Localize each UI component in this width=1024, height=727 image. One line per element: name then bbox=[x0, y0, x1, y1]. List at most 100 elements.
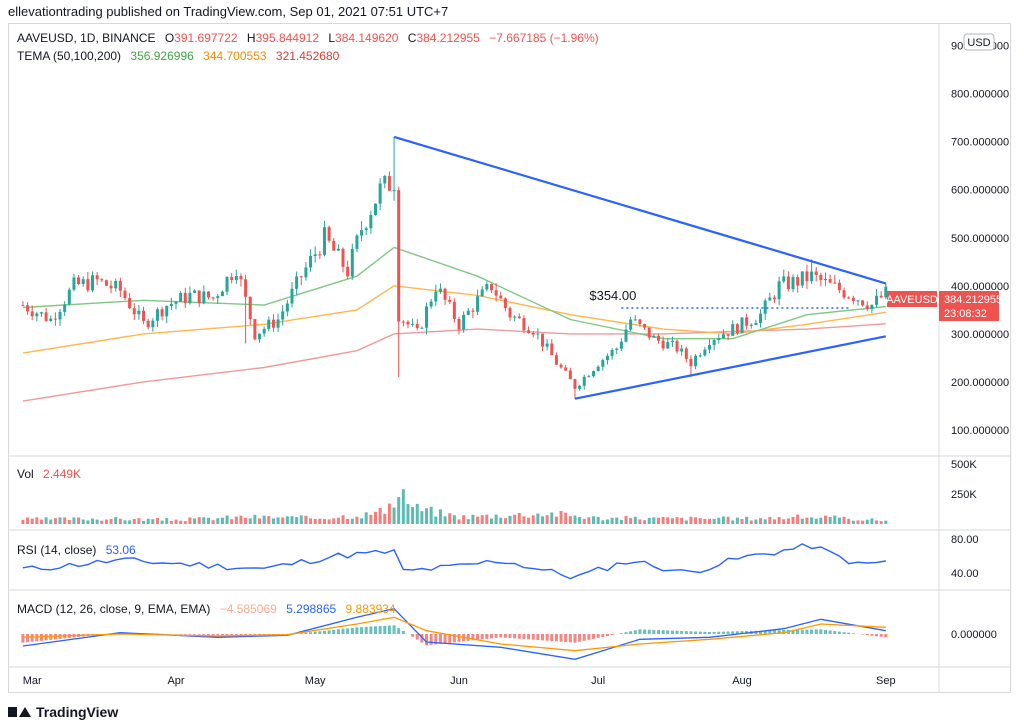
macd-histogram-bar bbox=[30, 634, 34, 642]
macd-histogram-bar bbox=[434, 634, 438, 645]
volume-bar bbox=[661, 516, 665, 524]
volume-bar bbox=[494, 514, 498, 524]
candle-body bbox=[601, 360, 605, 367]
volume-bar bbox=[480, 515, 484, 524]
volume-bar bbox=[285, 516, 289, 524]
volume-bar bbox=[754, 519, 758, 524]
macd-histogram-bar bbox=[550, 634, 554, 641]
macd-histogram-bar bbox=[559, 634, 563, 642]
candle-body bbox=[768, 297, 772, 301]
volume-bar bbox=[619, 519, 623, 524]
volume-bar bbox=[91, 518, 95, 524]
volume-bar bbox=[735, 517, 739, 524]
macd-histogram-bar bbox=[420, 634, 424, 643]
volume-bar bbox=[128, 520, 132, 524]
chart-svg[interactable]: 100.000000 200.000000 300.000000 400.000000… bbox=[9, 24, 1010, 692]
candle-body bbox=[814, 271, 818, 275]
macd-histogram-bar bbox=[503, 634, 507, 638]
macd-histogram-bar bbox=[188, 634, 192, 635]
time-tick-label: May bbox=[305, 675, 326, 687]
chart-frame[interactable]: 100.000000 200.000000 300.000000 400.000000… bbox=[8, 23, 1011, 693]
macd-pane[interactable] bbox=[21, 607, 888, 660]
volume-bar bbox=[290, 516, 294, 524]
tema-50-line bbox=[22, 246, 886, 340]
macd-histogram-bar bbox=[211, 634, 215, 636]
volume-bar bbox=[72, 517, 76, 524]
volume-bar bbox=[499, 517, 503, 524]
volume-bar bbox=[633, 516, 637, 524]
candle-body bbox=[856, 300, 860, 302]
volume-pane[interactable] bbox=[21, 489, 888, 524]
macd-histogram-bar bbox=[870, 634, 874, 636]
candle-body bbox=[462, 314, 466, 330]
volume-bar bbox=[304, 515, 308, 524]
macd-histogram-bar bbox=[666, 630, 670, 634]
macd-histogram-bar bbox=[517, 634, 521, 639]
macd-histogram-bar bbox=[879, 634, 883, 637]
macd-histogram-bar bbox=[26, 634, 30, 643]
volume-bar bbox=[448, 513, 452, 524]
volume-bar bbox=[485, 514, 489, 524]
volume-bar bbox=[295, 517, 299, 524]
candle-body bbox=[151, 320, 155, 328]
macd-histogram-bar bbox=[392, 625, 396, 634]
macd-histogram-bar bbox=[823, 629, 827, 634]
candle-body bbox=[749, 324, 753, 326]
candle-body bbox=[823, 279, 827, 281]
volume-bar bbox=[248, 518, 252, 524]
macd-histogram-bar bbox=[759, 630, 763, 634]
volume-bar bbox=[541, 516, 545, 524]
candle-body bbox=[448, 299, 452, 302]
macd-histogram-bar bbox=[675, 630, 679, 634]
macd-histogram-bar bbox=[596, 634, 600, 638]
macd-histogram-bar bbox=[875, 634, 879, 637]
candle-body bbox=[132, 308, 136, 315]
macd-histogram-bar bbox=[513, 634, 517, 639]
volume-bar bbox=[731, 520, 735, 524]
candle-body bbox=[629, 319, 633, 330]
candle-body bbox=[128, 298, 132, 309]
candle-body bbox=[796, 277, 800, 286]
candle-body bbox=[689, 358, 693, 367]
macd-histogram-bar bbox=[587, 634, 591, 640]
volume-bar bbox=[202, 517, 206, 524]
volume-bar bbox=[856, 520, 860, 524]
last-price-value: 384.212955 bbox=[944, 294, 1002, 306]
volume-bar bbox=[387, 503, 391, 524]
macd-histogram-bar bbox=[466, 634, 470, 641]
volume-bar bbox=[800, 518, 804, 524]
volume-bar bbox=[81, 519, 85, 524]
candle-body bbox=[174, 301, 178, 304]
candle-body bbox=[72, 277, 76, 290]
volume-bar bbox=[629, 518, 633, 524]
candle-body bbox=[392, 190, 396, 192]
macd-histogram-bar bbox=[791, 629, 795, 634]
candle-body bbox=[188, 292, 192, 303]
currency-button[interactable] bbox=[963, 33, 995, 51]
footer: TradingView bbox=[8, 702, 118, 722]
rsi-pane[interactable] bbox=[22, 543, 886, 580]
volume-bar bbox=[392, 507, 396, 524]
macd-histogram-bar bbox=[656, 630, 660, 634]
macd-histogram-bar bbox=[230, 634, 234, 636]
macd-histogram-bar bbox=[438, 634, 442, 644]
volume-bar bbox=[360, 518, 364, 524]
candle-body bbox=[253, 319, 257, 340]
candle-body bbox=[568, 370, 572, 380]
price-pane[interactable] bbox=[21, 135, 888, 402]
footer-brand: TradingView bbox=[36, 704, 119, 720]
macd-histogram-bar bbox=[304, 632, 308, 634]
macd-histogram-bar bbox=[360, 627, 364, 634]
candle-body bbox=[53, 318, 57, 320]
macd-histogram-bar bbox=[698, 631, 702, 634]
volume-bar bbox=[364, 512, 368, 524]
candle-body bbox=[39, 312, 43, 314]
volume-bar bbox=[596, 516, 600, 524]
candle-body bbox=[721, 334, 725, 339]
volume-bar bbox=[847, 518, 851, 524]
candle-body bbox=[652, 335, 656, 338]
candle-body bbox=[745, 317, 749, 326]
candle-body bbox=[220, 291, 224, 297]
volume-bar bbox=[452, 515, 456, 524]
candle-body bbox=[364, 228, 368, 231]
